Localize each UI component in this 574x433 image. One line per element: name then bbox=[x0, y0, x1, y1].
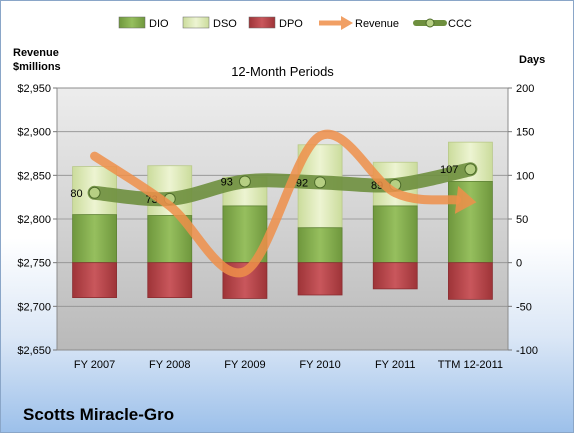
bar-dio bbox=[72, 214, 117, 264]
category-label: FY 2011 bbox=[375, 359, 416, 371]
left-tick-label: $2,750 bbox=[17, 258, 51, 270]
right-tick-label: -100 bbox=[516, 345, 538, 357]
legend-swatch-dso bbox=[182, 16, 210, 29]
right-tick-label: 150 bbox=[516, 127, 534, 139]
bar-dpo bbox=[72, 262, 117, 298]
right-tick-label: 0 bbox=[516, 258, 522, 270]
bar-dio bbox=[297, 227, 343, 264]
legend-label-dso: DSO bbox=[213, 18, 237, 30]
ccc-data-label: 93 bbox=[221, 176, 233, 188]
right-tick-label: 100 bbox=[516, 170, 534, 182]
left-axis-label-line2: $millions bbox=[13, 61, 61, 73]
left-axis-label-line1: Revenue bbox=[13, 47, 59, 59]
bar-dio bbox=[448, 181, 493, 264]
legend-label-ccc: CCC bbox=[448, 18, 472, 30]
ccc-marker bbox=[314, 176, 327, 189]
ccc-marker bbox=[464, 163, 477, 176]
category-label: FY 2010 bbox=[299, 359, 340, 371]
ccc-marker bbox=[88, 186, 101, 199]
category-label: TTM 12-2011 bbox=[438, 359, 503, 371]
revenue-line bbox=[90, 129, 462, 278]
revenue-arrowhead bbox=[454, 186, 477, 214]
ccc-data-label: 107 bbox=[440, 164, 458, 176]
ccc-data-label: 92 bbox=[296, 177, 308, 189]
legend-marker-ccc bbox=[425, 18, 435, 28]
legend-swatch-dio bbox=[118, 16, 146, 29]
left-tick-label: $2,950 bbox=[17, 83, 51, 95]
left-tick-label: $2,650 bbox=[17, 345, 51, 357]
legend-label-dpo: DPO bbox=[279, 18, 303, 30]
right-tick-label: 50 bbox=[516, 214, 528, 226]
chart-title: 12-Month Periods bbox=[231, 64, 334, 79]
legend-label-revenue: Revenue bbox=[355, 18, 399, 30]
category-label: FY 2007 bbox=[74, 359, 115, 371]
bar-dpo bbox=[372, 262, 418, 290]
legend-swatch-dpo bbox=[248, 16, 276, 29]
left-tick-label: $2,700 bbox=[17, 301, 51, 313]
right-tick-label: -50 bbox=[516, 301, 532, 313]
ccc-marker bbox=[238, 175, 251, 188]
category-label: FY 2008 bbox=[149, 359, 190, 371]
right-tick-label: 200 bbox=[516, 83, 534, 95]
ccc-data-label: 80 bbox=[70, 188, 82, 200]
left-tick-label: $2,850 bbox=[17, 170, 51, 182]
right-axis-label: Days bbox=[519, 54, 545, 66]
legend-label-dio: DIO bbox=[149, 18, 169, 30]
company-name: Scotts Miracle-Gro bbox=[23, 405, 175, 424]
left-tick-label: $2,800 bbox=[17, 214, 51, 226]
bar-dpo bbox=[297, 262, 343, 296]
bar-dio bbox=[372, 205, 418, 264]
legend-arrowhead-revenue bbox=[341, 16, 353, 30]
bar-dpo bbox=[147, 262, 193, 298]
left-tick-label: $2,900 bbox=[17, 127, 51, 139]
category-label: FY 2009 bbox=[224, 359, 265, 371]
bar-dpo bbox=[448, 262, 493, 300]
